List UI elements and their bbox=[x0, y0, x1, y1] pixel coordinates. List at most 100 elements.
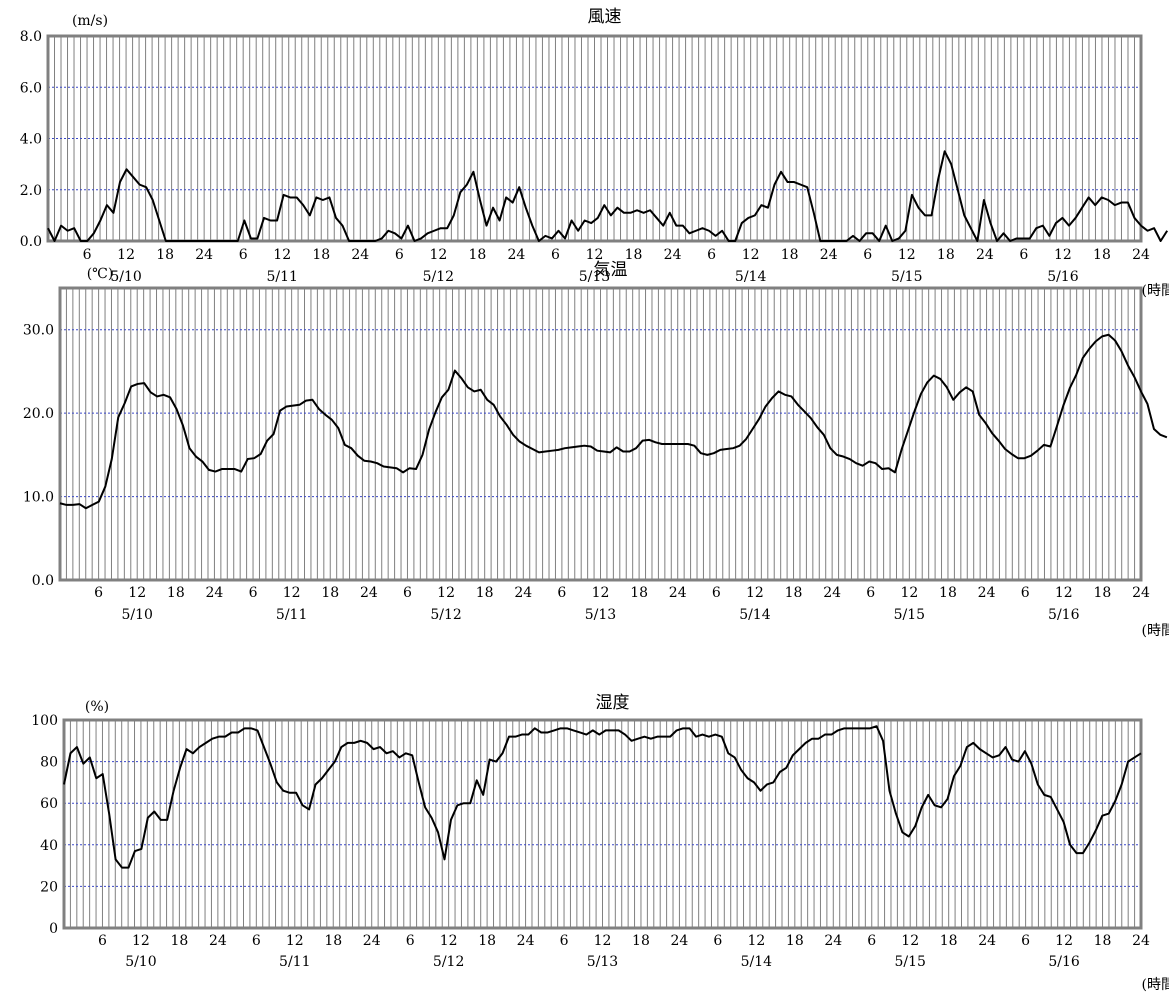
x-tick-label: 6 bbox=[867, 933, 876, 949]
x-tick-label: 24 bbox=[360, 585, 378, 601]
x-tick-label: 6 bbox=[713, 933, 722, 949]
series-line bbox=[63, 725, 1142, 869]
x-tick-label: 12 bbox=[132, 933, 150, 949]
x-tick-label: 18 bbox=[1093, 585, 1111, 601]
chart-3: 0 20 40 60 80 100 湿度 (%) 6 12 18 24 5/10 6 12 18 24 5/11 6… bbox=[31, 693, 1169, 993]
x-tick-label: 6 bbox=[1019, 247, 1028, 263]
x-tick-label: 6 bbox=[1021, 933, 1030, 949]
x-tick-label: 12 bbox=[901, 933, 919, 949]
x-tick-label: 6 bbox=[560, 933, 569, 949]
date-label: 5/15 bbox=[894, 954, 925, 970]
y-tick-label: 8.0 bbox=[20, 29, 42, 45]
date-label: 5/10 bbox=[125, 954, 156, 970]
x-unit-label: (時間) bbox=[1142, 623, 1169, 639]
date-label: 5/15 bbox=[891, 269, 922, 285]
date-label: 5/12 bbox=[430, 607, 461, 623]
x-tick-label: 6 bbox=[239, 247, 248, 263]
x-tick-label: 6 bbox=[83, 247, 92, 263]
x-tick-label: 12 bbox=[742, 247, 760, 263]
date-label: 5/11 bbox=[279, 954, 310, 970]
x-tick-label: 6 bbox=[249, 585, 258, 601]
x-tick-label: 24 bbox=[514, 585, 532, 601]
date-label: 5/13 bbox=[587, 954, 618, 970]
x-tick-label: 24 bbox=[206, 585, 224, 601]
x-tick-label: 18 bbox=[468, 247, 486, 263]
x-tick-label: 24 bbox=[669, 585, 687, 601]
series-line bbox=[47, 150, 1169, 242]
x-tick-label: 18 bbox=[1094, 933, 1112, 949]
x-tick-label: 24 bbox=[823, 585, 841, 601]
chart-title: 気温 bbox=[594, 260, 628, 280]
chart-title: 風速 bbox=[588, 7, 622, 27]
y-tick-label: 30.0 bbox=[23, 323, 54, 339]
x-tick-label: 6 bbox=[712, 585, 721, 601]
y-tick-label: 0.0 bbox=[32, 573, 54, 589]
series-line bbox=[59, 333, 1168, 510]
x-tick-label: 24 bbox=[1132, 585, 1150, 601]
x-tick-label: 6 bbox=[1021, 585, 1030, 601]
date-label: 5/13 bbox=[579, 269, 610, 285]
y-tick-label: 10.0 bbox=[23, 490, 54, 506]
x-tick-label: 24 bbox=[978, 933, 996, 949]
x-tick-label: 12 bbox=[592, 585, 610, 601]
x-tick-label: 18 bbox=[939, 585, 957, 601]
date-label: 5/16 bbox=[1047, 269, 1079, 285]
x-tick-label: 18 bbox=[478, 933, 496, 949]
x-tick-label: 18 bbox=[785, 585, 803, 601]
y-tick-label: 20.0 bbox=[23, 406, 54, 422]
hour-gridlines bbox=[65, 288, 1136, 580]
date-label: 5/11 bbox=[276, 607, 307, 623]
x-tick-label: 24 bbox=[363, 933, 381, 949]
x-tick-label: 18 bbox=[1093, 247, 1111, 263]
x-tick-label: 6 bbox=[252, 933, 261, 949]
x-tick-label: 6 bbox=[395, 247, 404, 263]
x-tick-label: 12 bbox=[437, 585, 455, 601]
x-tick-label: 12 bbox=[747, 933, 765, 949]
x-tick-label: 18 bbox=[156, 247, 174, 263]
y-tick-label: 80 bbox=[40, 755, 58, 771]
x-tick-label: 18 bbox=[167, 585, 185, 601]
x-tick-label: 12 bbox=[1054, 247, 1072, 263]
x-tick-label: 24 bbox=[351, 247, 369, 263]
x-tick-label: 6 bbox=[557, 585, 566, 601]
x-tick-label: 18 bbox=[312, 247, 330, 263]
x-tick-label: 12 bbox=[1055, 933, 1073, 949]
y-tick-label: 0.0 bbox=[20, 234, 42, 250]
x-tick-label: 12 bbox=[286, 933, 304, 949]
x-tick-label: 6 bbox=[403, 585, 412, 601]
y-tick-label: 100 bbox=[31, 713, 58, 729]
y-tick-label: 60 bbox=[40, 796, 58, 812]
x-tick-label: 6 bbox=[863, 247, 872, 263]
x-tick-label: 24 bbox=[671, 933, 689, 949]
x-tick-label: 12 bbox=[900, 585, 918, 601]
x-tick-label: 18 bbox=[476, 585, 494, 601]
x-tick-label: 12 bbox=[594, 933, 612, 949]
date-label: 5/12 bbox=[423, 269, 454, 285]
x-tick-label: 24 bbox=[209, 933, 227, 949]
x-tick-label: 24 bbox=[517, 933, 535, 949]
date-label: 5/12 bbox=[433, 954, 464, 970]
x-tick-label: 18 bbox=[321, 585, 339, 601]
x-tick-label: 12 bbox=[117, 247, 135, 263]
y-tick-label: 6.0 bbox=[20, 80, 42, 96]
date-label: 5/14 bbox=[741, 954, 773, 970]
x-tick-label: 18 bbox=[324, 933, 342, 949]
plot-frame bbox=[58, 286, 1143, 582]
x-tick-label: 12 bbox=[898, 247, 916, 263]
y-unit-label: (m/s) bbox=[72, 13, 108, 29]
chart-1: 0.0 2.0 4.0 6.0 8.0 風速 (m/s) 6 12 18 24 5/10 6 12 18 24… bbox=[20, 7, 1169, 299]
x-tick-label: 18 bbox=[940, 933, 958, 949]
date-label: 5/14 bbox=[739, 607, 771, 623]
plot-frame bbox=[62, 718, 1143, 930]
x-tick-label: 18 bbox=[781, 247, 799, 263]
x-tick-label: 12 bbox=[1055, 585, 1073, 601]
plot-frame bbox=[46, 34, 1143, 243]
y-unit-label: (%) bbox=[85, 699, 109, 715]
x-tick-label: 24 bbox=[664, 247, 682, 263]
x-tick-label: 12 bbox=[440, 933, 458, 949]
x-tick-label: 12 bbox=[586, 247, 604, 263]
x-tick-label: 6 bbox=[707, 247, 716, 263]
date-label: 5/16 bbox=[1048, 954, 1080, 970]
x-tick-label: 12 bbox=[746, 585, 764, 601]
